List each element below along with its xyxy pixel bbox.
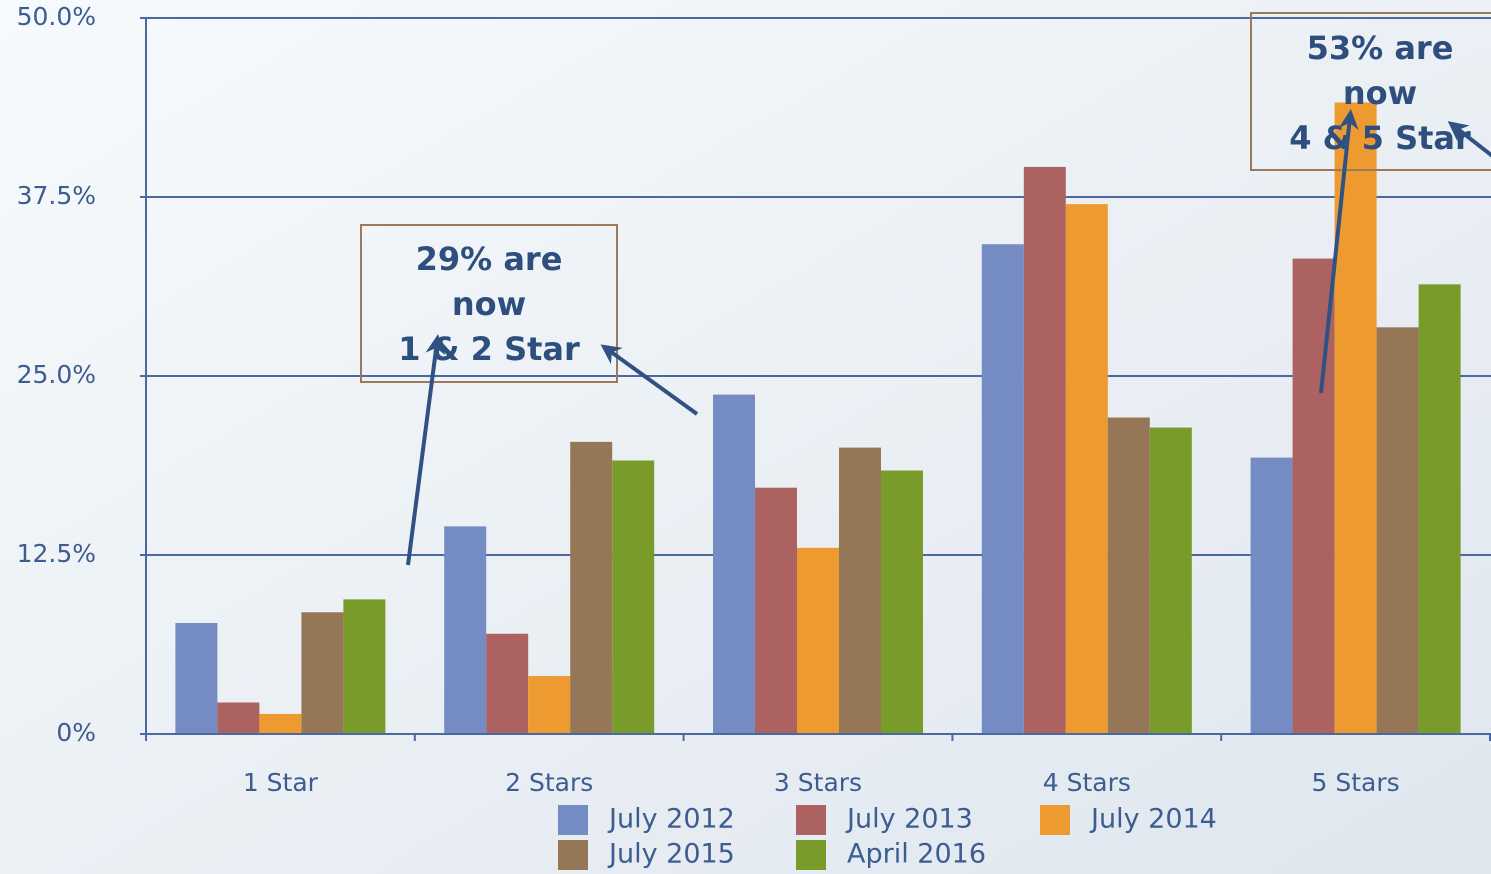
annotation-text: now	[1343, 74, 1417, 112]
x-tick-label: 1 Star	[243, 768, 319, 797]
bar	[612, 460, 655, 734]
legend-label: July 2015	[607, 839, 735, 870]
legend-swatch	[796, 840, 826, 870]
arrow	[406, 334, 446, 566]
y-tick-label: 25.0%	[17, 360, 96, 389]
x-tick-label: 5 Stars	[1312, 768, 1400, 797]
legend-label: April 2016	[847, 839, 986, 870]
arrow	[1447, 121, 1491, 158]
bar	[528, 676, 571, 734]
arrow	[600, 344, 699, 416]
legend-swatch	[558, 805, 588, 835]
plot-area: 0% 12.5% 25.0% 37.5% 50.0% 1 Star 2 Stars 3 Sta…	[17, 2, 1491, 870]
bar	[1065, 204, 1108, 734]
bar	[486, 633, 529, 734]
bar	[259, 713, 302, 734]
bar	[797, 547, 839, 734]
legend-swatch	[558, 840, 588, 870]
bar	[755, 487, 797, 734]
bar	[839, 447, 881, 734]
bar	[217, 702, 260, 734]
legend-label: July 2013	[845, 804, 973, 835]
x-tick-label: 4 Stars	[1043, 768, 1131, 797]
bar	[713, 394, 755, 734]
bar	[1023, 166, 1066, 735]
legend-label: July 2012	[607, 804, 735, 835]
arrows	[406, 109, 1491, 566]
bar	[444, 526, 487, 734]
annotation-text: 1 & 2 Star	[398, 330, 580, 368]
bar	[1250, 457, 1293, 734]
legend-swatch	[1040, 805, 1070, 835]
bar	[1418, 284, 1461, 734]
annotation-box	[360, 224, 618, 383]
bar	[1376, 327, 1419, 734]
bar	[881, 470, 923, 734]
annotation-text: 4 & 5 Star	[1289, 119, 1471, 157]
bar	[301, 612, 344, 734]
legend-swatch	[796, 805, 826, 835]
annotation-box	[1250, 12, 1491, 171]
x-tick-label: 3 Stars	[774, 768, 862, 797]
y-tick-label: 50.0%	[17, 2, 96, 31]
bar	[570, 441, 613, 734]
y-tick-label: 0%	[56, 718, 96, 747]
y-tick-label: 37.5%	[17, 181, 96, 210]
arrow	[1319, 109, 1359, 394]
legend-label: July 2014	[1089, 804, 1217, 835]
bar	[343, 599, 386, 734]
x-tick-label: 2 Stars	[505, 768, 593, 797]
bar	[175, 623, 218, 734]
bar	[1107, 417, 1150, 734]
bar	[1149, 427, 1192, 734]
bar	[981, 244, 1024, 735]
annotation-text: 29% are	[416, 240, 563, 278]
annotation-text: 53% are	[1307, 29, 1454, 67]
annotation-text: now	[452, 285, 526, 323]
y-tick-label: 12.5%	[17, 539, 96, 568]
